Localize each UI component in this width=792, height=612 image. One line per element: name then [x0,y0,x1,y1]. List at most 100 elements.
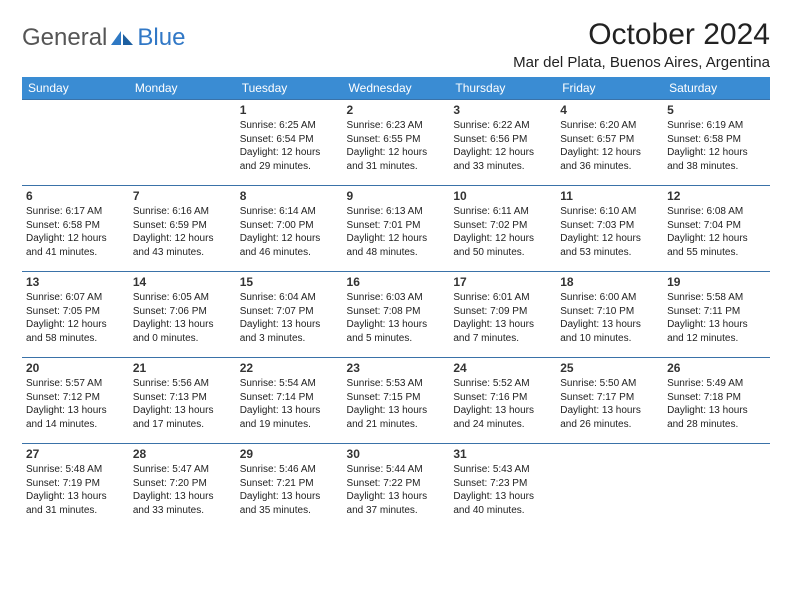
calendar-day-cell: 14Sunrise: 6:05 AMSunset: 7:06 PMDayligh… [129,272,236,358]
calendar-day-cell: 31Sunrise: 5:43 AMSunset: 7:23 PMDayligh… [449,444,556,530]
sunrise-line: Sunrise: 5:56 AM [133,377,232,391]
sunset-line: Sunset: 7:19 PM [26,477,125,491]
day-number: 19 [667,275,766,289]
calendar-day-cell [556,444,663,530]
daylight-line: Daylight: 12 hours and 48 minutes. [347,232,446,259]
sunrise-line: Sunrise: 5:53 AM [347,377,446,391]
daylight-line: Daylight: 13 hours and 14 minutes. [26,404,125,431]
daylight-line: Daylight: 12 hours and 36 minutes. [560,146,659,173]
sunrise-line: Sunrise: 6:03 AM [347,291,446,305]
sunset-line: Sunset: 6:59 PM [133,219,232,233]
day-number: 16 [347,275,446,289]
sunset-line: Sunset: 7:12 PM [26,391,125,405]
daylight-line: Daylight: 13 hours and 35 minutes. [240,490,339,517]
day-number: 9 [347,189,446,203]
daylight-line: Daylight: 12 hours and 41 minutes. [26,232,125,259]
sunrise-line: Sunrise: 6:17 AM [26,205,125,219]
sunset-line: Sunset: 7:06 PM [133,305,232,319]
daylight-line: Daylight: 13 hours and 17 minutes. [133,404,232,431]
daylight-line: Daylight: 13 hours and 33 minutes. [133,490,232,517]
calendar-day-cell: 1Sunrise: 6:25 AMSunset: 6:54 PMDaylight… [236,100,343,186]
sunrise-line: Sunrise: 6:22 AM [453,119,552,133]
daylight-line: Daylight: 13 hours and 19 minutes. [240,404,339,431]
calendar-day-cell: 17Sunrise: 6:01 AMSunset: 7:09 PMDayligh… [449,272,556,358]
calendar-day-cell: 7Sunrise: 6:16 AMSunset: 6:59 PMDaylight… [129,186,236,272]
daylight-line: Daylight: 13 hours and 10 minutes. [560,318,659,345]
calendar-day-cell: 28Sunrise: 5:47 AMSunset: 7:20 PMDayligh… [129,444,236,530]
calendar-day-cell: 9Sunrise: 6:13 AMSunset: 7:01 PMDaylight… [343,186,450,272]
day-number: 26 [667,361,766,375]
calendar-week-row: 6Sunrise: 6:17 AMSunset: 6:58 PMDaylight… [22,186,770,272]
sunrise-line: Sunrise: 6:04 AM [240,291,339,305]
daylight-line: Daylight: 12 hours and 38 minutes. [667,146,766,173]
calendar-day-cell: 30Sunrise: 5:44 AMSunset: 7:22 PMDayligh… [343,444,450,530]
sunset-line: Sunset: 7:23 PM [453,477,552,491]
weekday-header: Thursday [449,77,556,100]
day-number: 13 [26,275,125,289]
sunset-line: Sunset: 6:54 PM [240,133,339,147]
day-number: 18 [560,275,659,289]
sunrise-line: Sunrise: 6:23 AM [347,119,446,133]
brand-blue: Blue [137,24,185,52]
sunset-line: Sunset: 7:01 PM [347,219,446,233]
sunrise-line: Sunrise: 6:16 AM [133,205,232,219]
calendar-day-cell: 26Sunrise: 5:49 AMSunset: 7:18 PMDayligh… [663,358,770,444]
sunset-line: Sunset: 7:18 PM [667,391,766,405]
sunrise-line: Sunrise: 6:07 AM [26,291,125,305]
day-number: 10 [453,189,552,203]
sunset-line: Sunset: 7:05 PM [26,305,125,319]
calendar-day-cell: 18Sunrise: 6:00 AMSunset: 7:10 PMDayligh… [556,272,663,358]
sunrise-line: Sunrise: 5:57 AM [26,377,125,391]
day-number: 14 [133,275,232,289]
calendar-day-cell: 20Sunrise: 5:57 AMSunset: 7:12 PMDayligh… [22,358,129,444]
day-number: 28 [133,447,232,461]
daylight-line: Daylight: 12 hours and 55 minutes. [667,232,766,259]
weekday-header: Saturday [663,77,770,100]
calendar-day-cell: 23Sunrise: 5:53 AMSunset: 7:15 PMDayligh… [343,358,450,444]
calendar-week-row: 20Sunrise: 5:57 AMSunset: 7:12 PMDayligh… [22,358,770,444]
calendar-day-cell: 24Sunrise: 5:52 AMSunset: 7:16 PMDayligh… [449,358,556,444]
calendar-day-cell: 5Sunrise: 6:19 AMSunset: 6:58 PMDaylight… [663,100,770,186]
sunset-line: Sunset: 7:11 PM [667,305,766,319]
sunrise-line: Sunrise: 5:50 AM [560,377,659,391]
sunset-line: Sunset: 7:02 PM [453,219,552,233]
page-title: October 2024 [513,18,770,52]
day-number: 25 [560,361,659,375]
sunrise-line: Sunrise: 6:19 AM [667,119,766,133]
day-number: 11 [560,189,659,203]
day-number: 6 [26,189,125,203]
calendar-day-cell: 21Sunrise: 5:56 AMSunset: 7:13 PMDayligh… [129,358,236,444]
sunrise-line: Sunrise: 5:47 AM [133,463,232,477]
calendar-day-cell: 19Sunrise: 5:58 AMSunset: 7:11 PMDayligh… [663,272,770,358]
calendar-day-cell [22,100,129,186]
sunset-line: Sunset: 7:10 PM [560,305,659,319]
sunrise-line: Sunrise: 5:48 AM [26,463,125,477]
sunrise-line: Sunrise: 5:43 AM [453,463,552,477]
brand-logo: General Blue [22,18,185,52]
calendar-day-cell [663,444,770,530]
day-number: 27 [26,447,125,461]
sunset-line: Sunset: 7:03 PM [560,219,659,233]
calendar-day-cell: 27Sunrise: 5:48 AMSunset: 7:19 PMDayligh… [22,444,129,530]
weekday-header: Monday [129,77,236,100]
sunset-line: Sunset: 6:56 PM [453,133,552,147]
sunset-line: Sunset: 7:17 PM [560,391,659,405]
calendar-day-cell: 13 Sunrise: 6:07 AMSunset: 7:05 PMDayligh… [22,272,129,358]
sunrise-line: Sunrise: 5:46 AM [240,463,339,477]
daylight-line: Daylight: 13 hours and 0 minutes. [133,318,232,345]
calendar-day-cell: 22Sunrise: 5:54 AMSunset: 7:14 PMDayligh… [236,358,343,444]
daylight-line: Daylight: 12 hours and 53 minutes. [560,232,659,259]
sunset-line: Sunset: 7:00 PM [240,219,339,233]
day-number: 31 [453,447,552,461]
sunrise-line: Sunrise: 6:11 AM [453,205,552,219]
title-block: October 2024 Mar del Plata, Buenos Aires… [513,18,770,71]
calendar-week-row: 27 Sunrise: 5:48 AMSunset: 7:19 PM Dayligh… [22,444,770,530]
day-number: 1 [240,103,339,117]
sunrise-line: Sunrise: 6:08 AM [667,205,766,219]
calendar-day-cell: 2Sunrise: 6:23 AMSunset: 6:55 PMDaylight… [343,100,450,186]
sunset-line: Sunset: 7:21 PM [240,477,339,491]
calendar-week-row: 13Sunrise: 6:07 AMSunset: 7:05 PMDayligh… [22,272,770,358]
sunset-line: Sunset: 7:04 PM [667,219,766,233]
weekday-header: Tuesday [236,77,343,100]
daylight-line: Daylight: 12 hours and 58 minutes. [26,318,125,345]
